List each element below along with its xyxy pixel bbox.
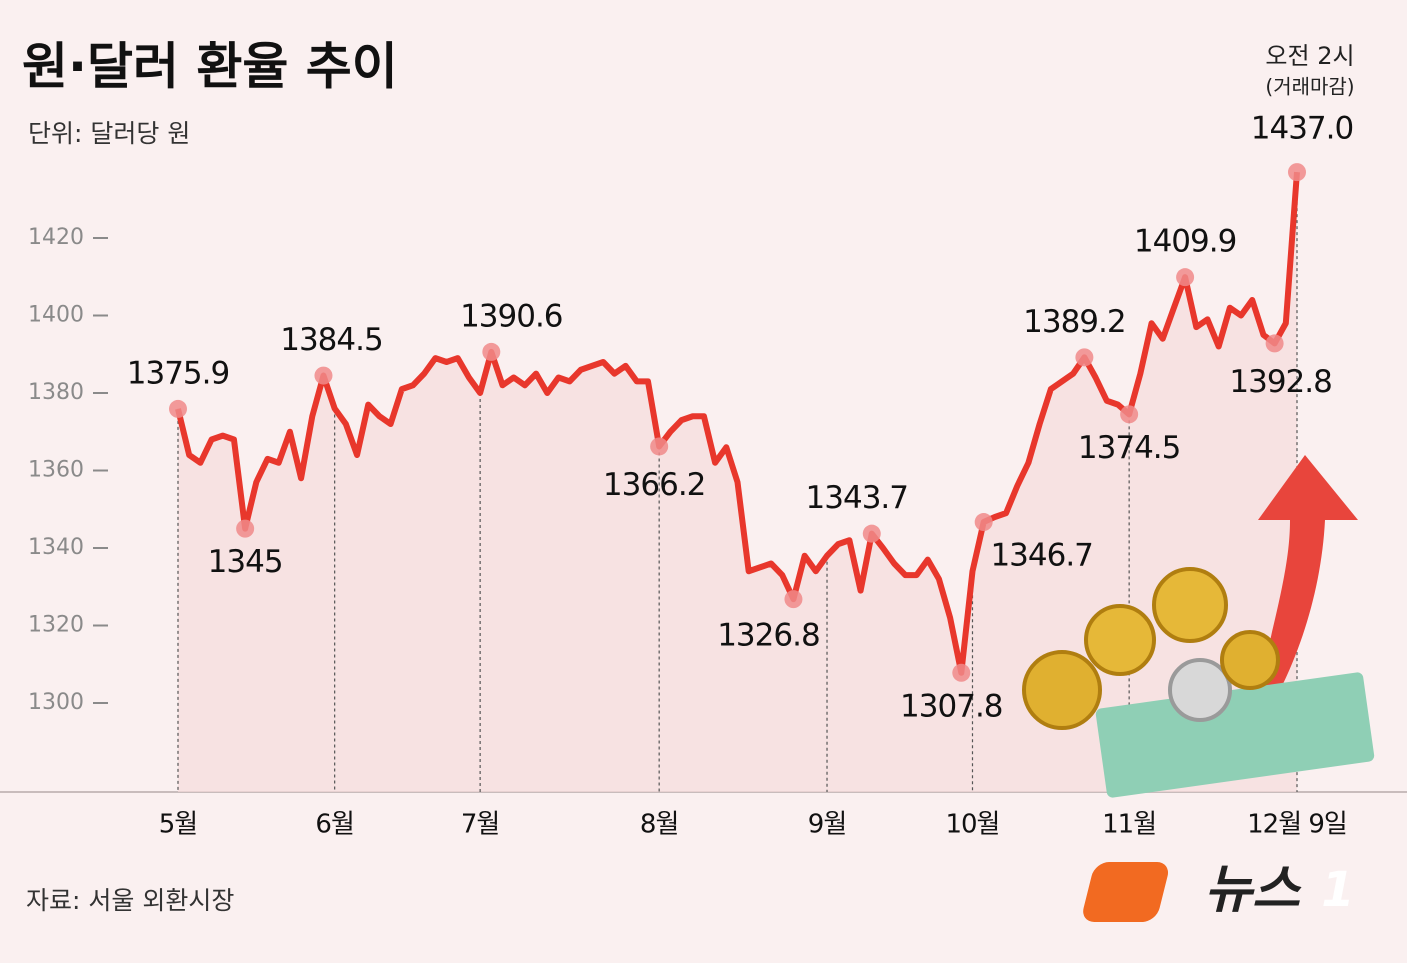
data-label: 1390.6 <box>460 298 562 334</box>
y-tick-label: 1300 <box>28 690 84 715</box>
point <box>1120 405 1139 424</box>
y-tick-label: 1400 <box>28 303 84 328</box>
coin <box>1084 604 1156 676</box>
data-label: 1343.7 <box>806 480 908 516</box>
line <box>175 171 1300 676</box>
x-tick-label: 7월 <box>461 810 499 840</box>
coin <box>1168 658 1232 722</box>
point <box>862 524 881 543</box>
data-label: 1409.9 <box>1134 224 1236 260</box>
point <box>1288 163 1306 182</box>
x-tick-label: 5월 <box>159 810 197 840</box>
x-tick-label: 6월 <box>315 810 353 840</box>
x-tick-label: 8월 <box>640 810 678 840</box>
annotation: 오전 2시 <box>1265 42 1354 70</box>
data-label: 1366.2 <box>603 467 705 503</box>
data-label: 1345 <box>208 544 283 580</box>
annotation: (거래마감) <box>1265 75 1354 99</box>
logo-mark: 1 <box>1321 862 1354 918</box>
coin <box>1152 567 1228 643</box>
point <box>1176 268 1195 287</box>
data-label: 1326.8 <box>717 618 819 654</box>
data-label: 1392.8 <box>1229 364 1331 400</box>
subtitle: 단위: 달러당 원 <box>28 119 190 148</box>
coin <box>1220 630 1280 690</box>
data-label: 1384.5 <box>280 322 382 358</box>
logo: 뉴스 <box>1204 860 1302 920</box>
point <box>482 342 501 361</box>
point <box>1075 348 1094 367</box>
point <box>1265 334 1284 353</box>
source: 자료: 서울 외환시장 <box>26 886 234 915</box>
point <box>169 399 187 418</box>
data-label: 1389.2 <box>1023 304 1125 340</box>
banknotes <box>1095 672 1375 798</box>
data-label: 1374.5 <box>1078 430 1180 466</box>
decoration <box>1022 455 1375 798</box>
y-tick-label: 1380 <box>28 380 84 405</box>
x-tick-label: 11월 <box>1102 810 1156 840</box>
chart-title: 원·달러 환율 추이 <box>22 38 398 96</box>
point <box>952 663 971 682</box>
point <box>650 437 669 456</box>
point <box>314 366 333 385</box>
y-tick-label: 1360 <box>28 458 84 483</box>
point <box>784 590 803 609</box>
x-tick-label: 9월 <box>808 810 846 840</box>
coin <box>1022 650 1102 730</box>
x-tick-label: 12월 9일 <box>1247 810 1347 840</box>
point <box>236 519 255 538</box>
data-label: 1375.9 <box>127 355 229 391</box>
data-label: 1346.7 <box>990 538 1092 574</box>
y-tick-label: 1340 <box>28 535 84 560</box>
arrow <box>1258 455 1358 690</box>
area <box>178 172 1297 792</box>
y-tick-label: 1420 <box>28 225 84 250</box>
logo-badge <box>1083 862 1169 922</box>
y-tick-label: 1320 <box>28 613 84 638</box>
data-label: 1307.8 <box>900 688 1002 724</box>
point <box>974 513 993 532</box>
data-label: 1437.0 <box>1251 111 1353 147</box>
x-tick-label: 10월 <box>945 810 999 840</box>
